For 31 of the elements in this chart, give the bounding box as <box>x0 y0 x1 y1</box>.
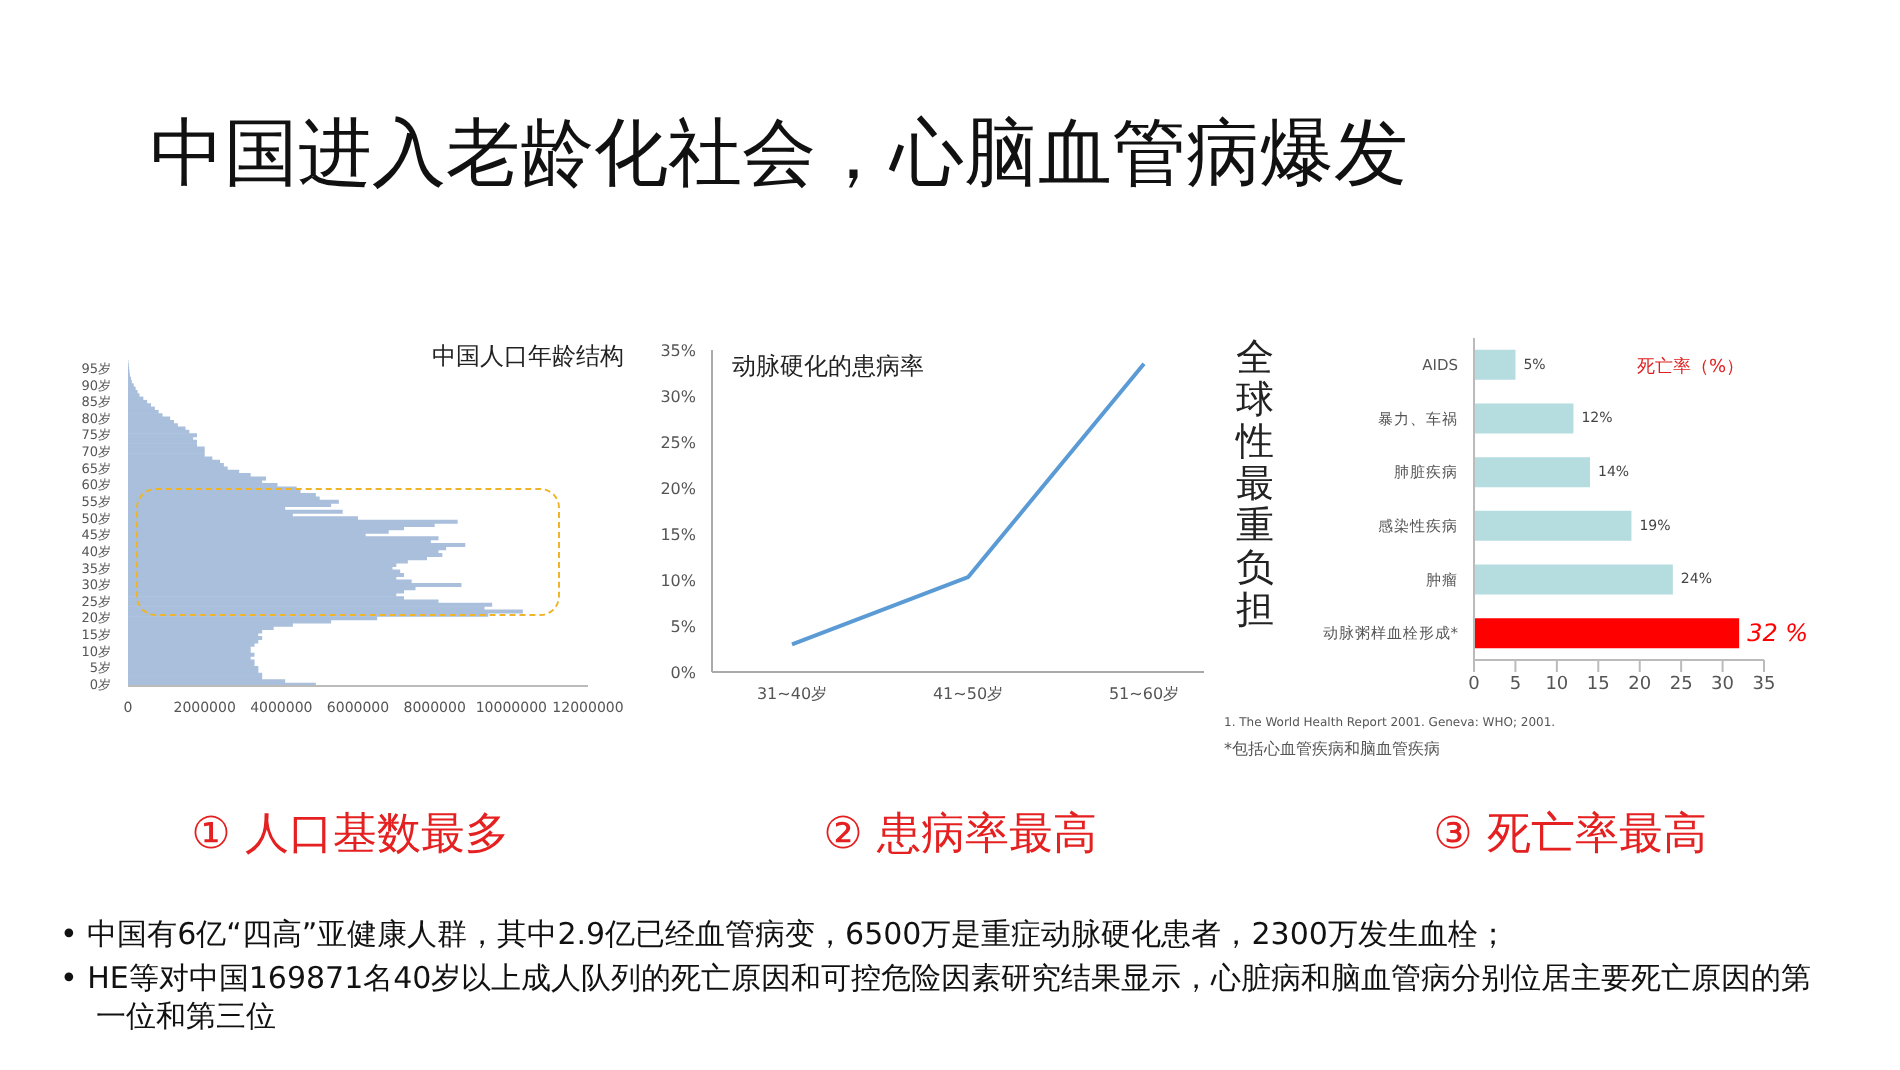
text: ① 人口基数最多 <box>189 808 511 864</box>
chart-title: 中国人口年龄结构 <box>432 340 624 374</box>
x-tick-label: 51~60岁 <box>1108 685 1180 704</box>
y-tick-label: 20% <box>660 479 697 498</box>
x-tick-label: 41~50岁 <box>932 685 1004 704</box>
y-tick-label: 25% <box>660 433 697 452</box>
x-tick-label: 0 <box>1468 674 1481 695</box>
y-axis-title: 全球性最重负担 <box>1236 336 1276 632</box>
y-tick-label: 35% <box>660 341 697 360</box>
y-tick-label: 15% <box>660 525 697 544</box>
text: 中国进入老龄化社会，心脑血管病爆发 <box>150 108 1408 200</box>
x-tick-label: 10 <box>1545 674 1569 695</box>
y-tick-label: 5% <box>670 617 697 636</box>
x-tick-label: 20 <box>1628 674 1652 695</box>
x-tick-label: 35 <box>1752 674 1776 695</box>
text: • 中国有6亿“四高”亚健康人群，其中2.9亿已经血管病变，6500万是重症动脉硬化患者，2300万发生血栓； <box>60 916 1510 954</box>
x-tick-label: 25 <box>1669 674 1693 695</box>
data-label: 32 % <box>1747 619 1809 648</box>
text: • HE等对中国169871名40岁以上成人队列的死亡原因和可控危险因素研究结果显示，心脏病和脑血管病分别位居主要死亡原因的第一位和第三位 <box>60 960 1814 1036</box>
text: *包括心血管疾病和脑血管疾病 <box>1224 738 1442 760</box>
y-tick-label: 30% <box>660 387 697 406</box>
text: ② 患病率最高 <box>821 808 1099 864</box>
text: 死亡率（%） <box>1636 355 1744 380</box>
x-tick-label: 5 <box>1509 674 1522 695</box>
text: ③ 死亡率最高 <box>1431 808 1709 864</box>
y-tick-label: 10% <box>660 571 697 590</box>
x-tick-label: 31~40岁 <box>756 685 828 704</box>
y-tick-label: 0% <box>670 663 697 682</box>
chart-title: 动脉硬化的患病率 <box>732 350 924 384</box>
x-tick-label: 15 <box>1586 674 1610 695</box>
x-tick-label: 30 <box>1711 674 1735 695</box>
